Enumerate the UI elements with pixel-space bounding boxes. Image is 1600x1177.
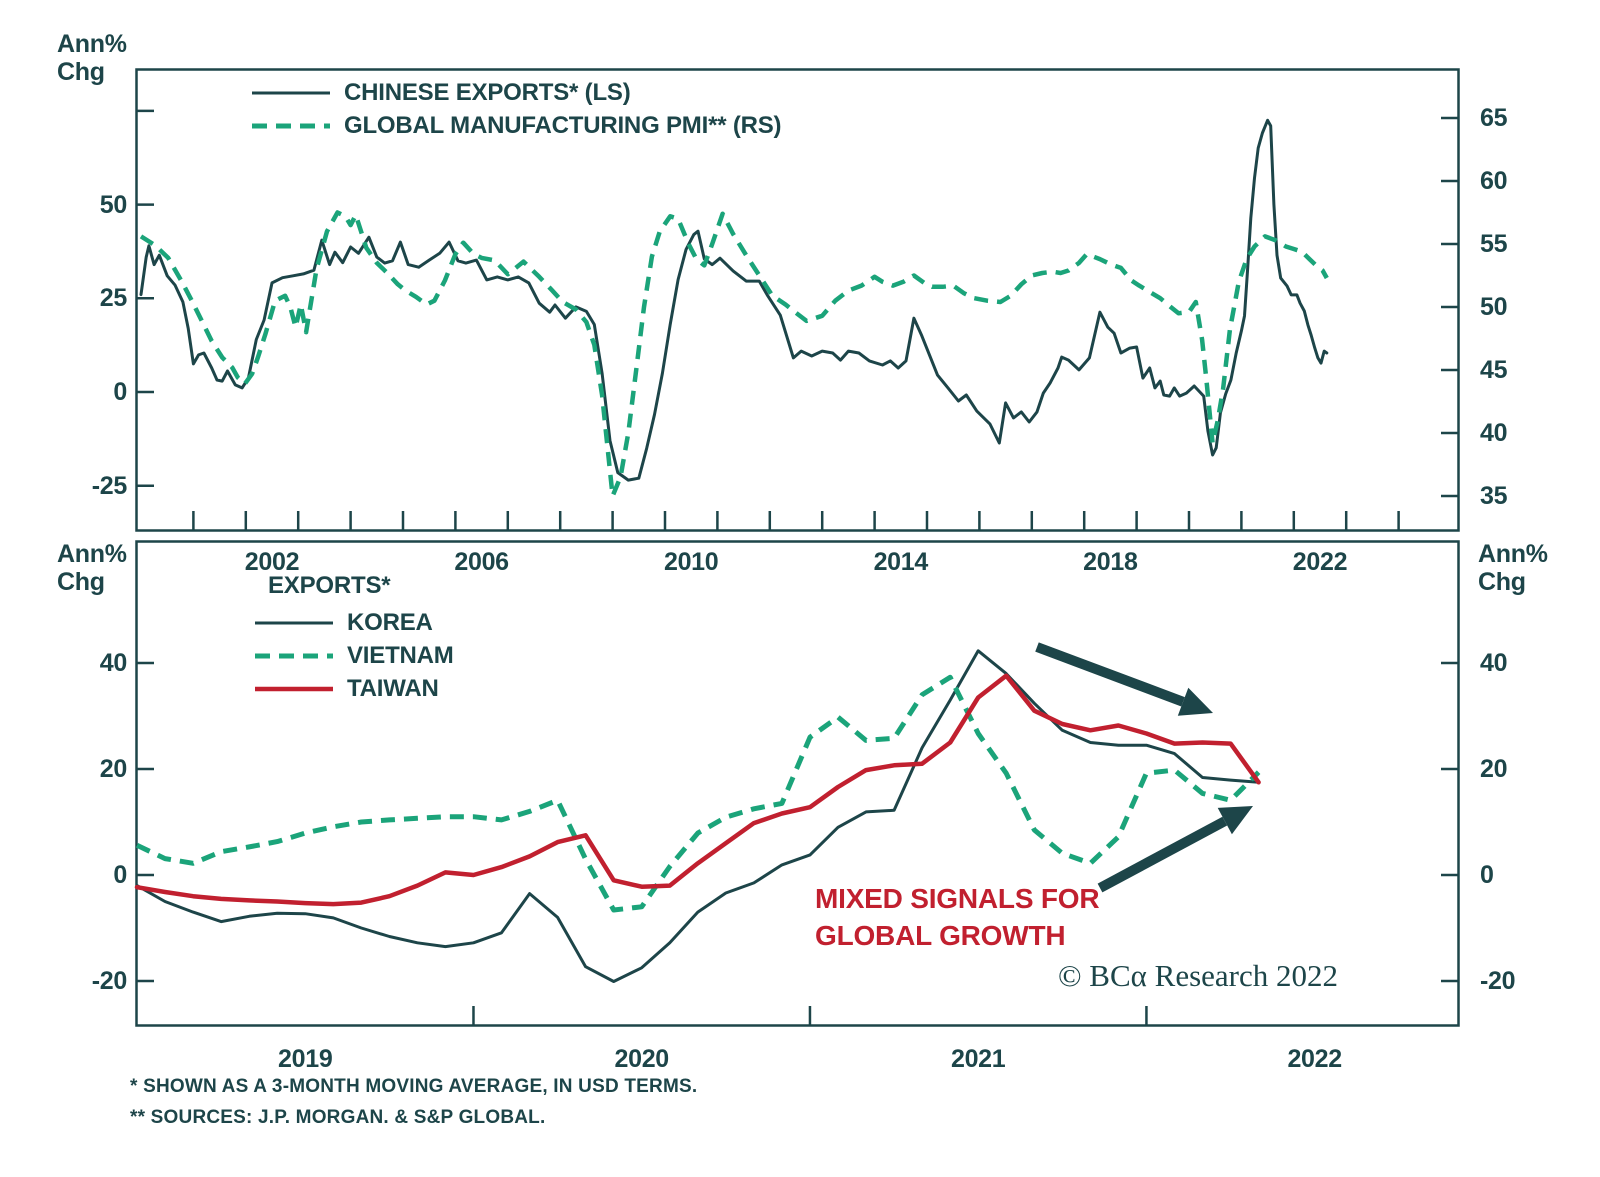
dashed-line-sample-icon [255,653,333,658]
legend-label: CHINESE EXPORTS* (LS) [344,78,631,106]
legend-label: KOREA [347,608,433,636]
top-left-axis-label: 25 [99,284,128,313]
axis-unit-line2: Chg [1478,568,1526,596]
axis-unit-line2: Chg [57,58,105,86]
bottom-left-axis-label: 0 [113,861,127,889]
solid-line-sample-icon [252,91,330,94]
legend-label: GLOBAL MANUFACTURING PMI** (RS) [344,111,782,139]
top-right-axis-label: 50 [1480,293,1508,321]
bottom-left-axis-label: 40 [99,649,128,677]
legend-label: VIETNAM [347,641,454,669]
top-chart-plot-area [135,68,1460,532]
top-left-axis-label: 0 [113,378,127,406]
bottom-right-axis-label: 40 [1480,649,1508,677]
footnote-moving-average: * SHOWN AS A 3-MONTH MOVING AVERAGE, IN … [130,1076,698,1097]
legend-item-chinese-exports: CHINESE EXPORTS* (LS) [250,76,781,109]
bottom-x-axis-label: 2019 [278,1045,333,1073]
mixed-signals-annotation: MIXED SIGNALS FOR GLOBAL GROWTH [815,880,1100,954]
top-x-axis-label: 2010 [663,548,719,576]
top-x-axis-label: 2022 [1292,548,1348,576]
bottom-chart-legend: KOREA VIETNAM TAIWAN [253,606,454,705]
top-right-axis-label: 55 [1480,230,1508,258]
bottom-x-axis-label: 2022 [1287,1045,1342,1073]
bottom-right-axis-label: -20 [1480,967,1516,995]
copyright-text: © BCα Research 2022 [1058,958,1338,993]
bottom-chart-plot-area [134,540,1460,1027]
top-right-axis-label: 65 [1480,104,1508,132]
chart-line-bottom-2 [134,673,1261,907]
top-left-axis-label: 50 [99,190,128,219]
solid-line-sample-icon [255,621,333,624]
top-x-axis-label: 2014 [873,548,929,576]
legend-item-taiwan: TAIWAN [253,672,454,705]
top-right-axis-label: 45 [1480,356,1508,384]
top-x-axis-label: 2002 [244,548,300,576]
dashed-line-sample-icon [252,123,330,128]
legend-item-global-pmi: GLOBAL MANUFACTURING PMI** (RS) [250,109,782,142]
bottom-x-axis-label: 2020 [614,1045,670,1073]
bottom-chart-frame [135,540,1460,1027]
chart-line-top-1 [139,210,1329,499]
legend-item-vietnam: VIETNAM [253,639,454,672]
top-x-axis-label: 2018 [1083,548,1138,576]
bottom-left-axis-unit-label: Ann% Chg [57,540,127,596]
top-chart-legend: CHINESE EXPORTS* (LS) GLOBAL MANUFACTURI… [250,76,782,142]
chart-line-bottom-1 [135,674,1261,913]
bottom-chart-legend-title-wrap: EXPORTS* [268,572,391,600]
annotation-line1: MIXED SIGNALS FOR [815,883,1100,914]
bottom-right-axis-label: 0 [1480,861,1494,889]
axis-unit-line1: Ann% [57,30,127,58]
legend-label: TAIWAN [347,674,439,702]
chart-line-top-0 [139,118,1329,482]
trend-arrow-down-icon [1035,642,1213,716]
chart-line-bottom-0 [135,649,1261,983]
legend-item-korea: KOREA [253,606,454,639]
axis-unit-line2: Chg [57,568,105,596]
axis-unit-line1: Ann% [1478,540,1548,568]
bottom-right-axis-label: 20 [1480,755,1508,783]
legend-title: EXPORTS* [268,572,391,599]
top-right-axis-label: 60 [1480,167,1508,195]
top-left-axis-label: -25 [91,471,128,500]
annotation-line2: GLOBAL GROWTH [815,920,1066,951]
top-right-axis-label: 40 [1480,419,1508,447]
bottom-left-axis-label: 20 [99,755,128,783]
footnote-sources: ** SOURCES: J.P. MORGAN. & S&P GLOBAL. [130,1107,546,1128]
bottom-x-axis-label: 2021 [950,1045,1006,1073]
red-line-sample-icon [255,686,333,691]
axis-unit-line1: Ann% [57,540,127,568]
top-right-axis-label: 35 [1480,482,1508,510]
bottom-right-axis-unit-label: Ann% Chg [1478,540,1548,596]
top-left-axis-unit-label: Ann% Chg [57,30,127,86]
trend-arrow-up-icon [1097,806,1253,893]
top-x-axis-label: 2006 [454,548,509,576]
top-chart-frame [135,68,1460,532]
bottom-left-axis-label: -20 [91,967,128,995]
